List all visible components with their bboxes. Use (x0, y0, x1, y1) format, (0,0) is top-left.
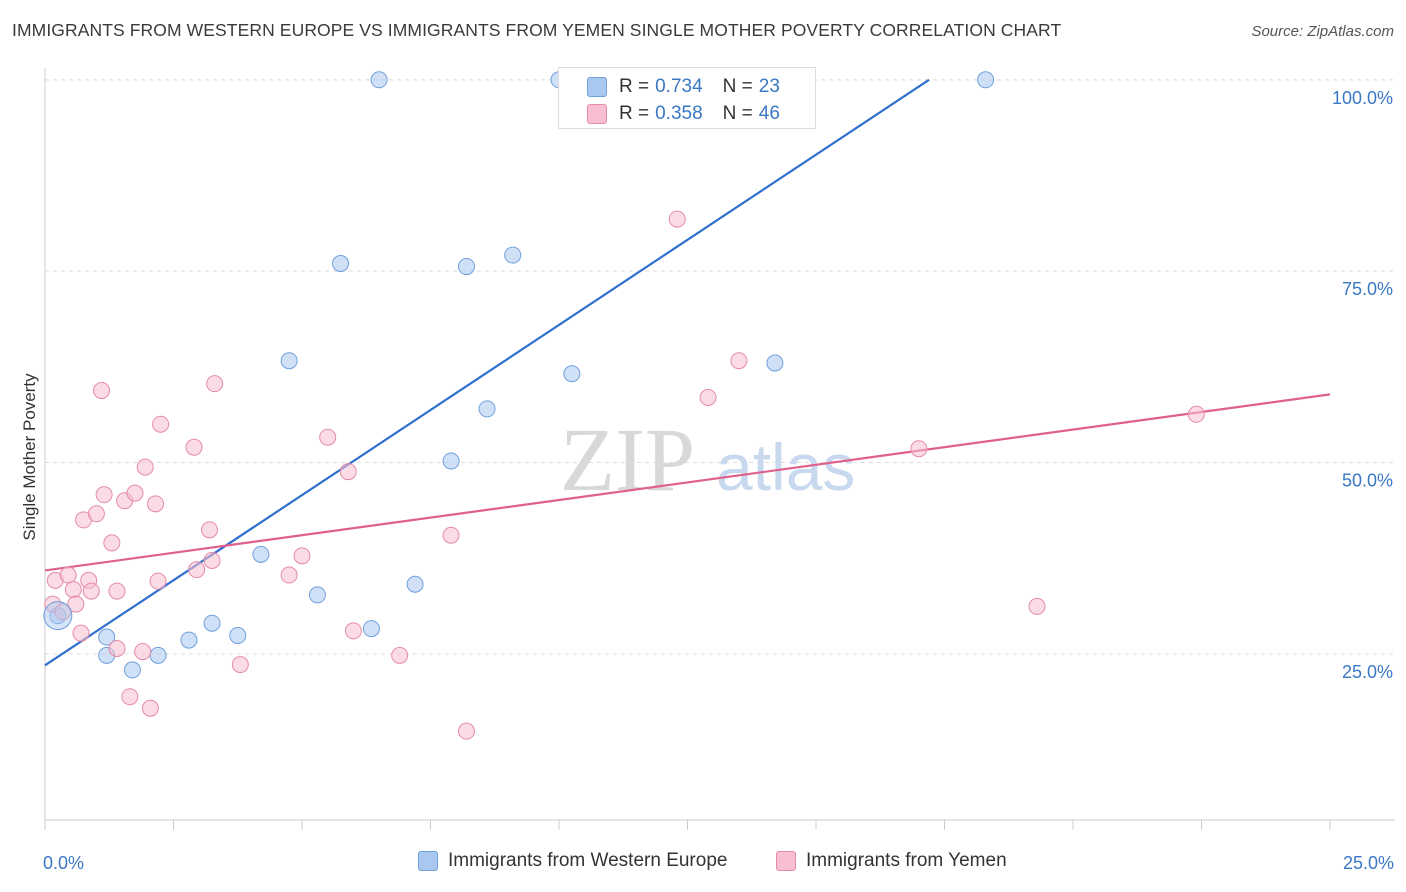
point-western-europe (123, 661, 141, 679)
trend-line-western-europe (44, 78, 930, 667)
point-yemen (72, 624, 90, 642)
point-western-europe (252, 545, 270, 563)
point-yemen (103, 534, 121, 552)
legend-series: Immigrants from Western Europe Immigrant… (0, 850, 1406, 880)
point-yemen (141, 699, 159, 717)
point-yemen (93, 382, 111, 400)
r-value: 0.734 (655, 76, 703, 97)
point-western-europe (478, 400, 496, 418)
point-yemen (699, 388, 717, 406)
legend-stats: R = 0.734 N = 23 R = 0.358 N = 46 (558, 67, 816, 129)
point-western-europe (98, 628, 116, 646)
point-western-europe (280, 352, 298, 370)
point-yemen (231, 656, 249, 674)
point-yemen (344, 622, 362, 640)
point-yemen (319, 428, 337, 446)
point-yemen (95, 486, 113, 504)
point-yemen (82, 582, 100, 600)
point-yemen (134, 643, 152, 661)
point-yemen (149, 572, 167, 590)
y-tick-label: 50.0% (1342, 471, 1393, 491)
point-western-europe-large (43, 601, 73, 631)
point-yemen (188, 561, 206, 579)
point-yemen (1028, 597, 1046, 615)
y-tick-label: 100.0% (1332, 88, 1393, 108)
point-yemen (64, 581, 82, 599)
point-yemen (280, 566, 298, 584)
point-yemen (200, 521, 218, 539)
point-yemen (339, 463, 357, 481)
trend-line-yemen (44, 393, 1331, 572)
r-label: R = (619, 76, 650, 97)
y-tick-label: 75.0% (1342, 279, 1393, 299)
point-yemen (185, 438, 203, 456)
point-western-europe (308, 586, 326, 604)
point-yemen (108, 582, 126, 600)
point-yemen (108, 639, 126, 657)
legend-item-yemen: Immigrants from Yemen (776, 850, 1007, 872)
chart-title: IMMIGRANTS FROM WESTERN EUROPE VS IMMIGR… (12, 20, 1062, 40)
r-value: 0.358 (655, 103, 703, 124)
x-tick-label-min: 0.0% (43, 853, 84, 873)
legend-label: Immigrants from Western Europe (448, 850, 728, 871)
n-value: 23 (758, 76, 780, 97)
point-western-europe (504, 246, 522, 264)
point-yemen (121, 688, 139, 706)
point-yemen (730, 352, 748, 370)
point-western-europe (766, 354, 784, 372)
x-tick-label-max: 25.0% (1343, 853, 1394, 873)
r-label: R = (619, 103, 650, 124)
point-western-europe (563, 365, 581, 383)
watermark-zip: ZIP (560, 411, 695, 510)
y-axis-label: Single Mother Poverty (20, 373, 39, 541)
point-yemen (147, 495, 165, 513)
point-yemen (152, 415, 170, 433)
legend-item-western-europe: Immigrants from Western Europe (418, 850, 727, 872)
legend-label: Immigrants from Yemen (806, 850, 1007, 871)
watermark-atlas: atlas (716, 430, 855, 504)
point-yemen (668, 210, 686, 228)
point-yemen (206, 375, 224, 393)
source-credit: Source: ZipAtlas.com (1251, 23, 1394, 40)
point-yemen (457, 722, 475, 740)
legend-row-yemen: R = 0.358 N = 46 (587, 103, 780, 125)
point-western-europe (362, 620, 380, 638)
legend-swatch-pink (587, 104, 607, 124)
point-yemen (910, 440, 928, 458)
point-yemen (391, 646, 409, 664)
point-western-europe (442, 452, 460, 470)
point-yemen (442, 526, 460, 544)
data-points (43, 71, 1205, 740)
point-western-europe (977, 71, 995, 89)
point-western-europe (332, 254, 350, 272)
point-yemen (293, 547, 311, 565)
point-yemen (59, 566, 77, 584)
point-western-europe (406, 575, 424, 593)
point-western-europe (370, 71, 388, 89)
point-yemen (136, 458, 154, 476)
n-label: N = (722, 76, 753, 97)
trend-lines (44, 78, 1331, 667)
point-western-europe (149, 646, 167, 664)
y-tick-label: 25.0% (1342, 662, 1393, 682)
point-western-europe (457, 258, 475, 276)
point-yemen (1187, 405, 1205, 423)
point-western-europe (229, 626, 247, 644)
point-yemen (126, 484, 144, 502)
point-yemen (203, 551, 221, 569)
legend-swatch-pink (776, 851, 796, 871)
point-yemen (67, 595, 85, 613)
legend-row-western-europe: R = 0.734 N = 23 (587, 76, 780, 98)
point-western-europe (180, 631, 198, 649)
point-yemen (87, 505, 105, 523)
gridlines (45, 79, 1395, 655)
n-value: 46 (758, 103, 780, 124)
point-western-europe (203, 614, 221, 632)
axes: 25.0% 50.0% 75.0% 100.0% (44, 68, 1395, 830)
legend-swatch-blue (587, 77, 607, 97)
n-label: N = (722, 103, 753, 124)
legend-swatch-blue (418, 851, 438, 871)
